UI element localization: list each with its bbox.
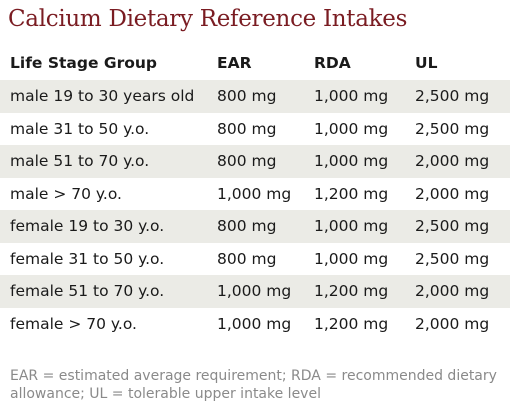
ear-cell: 800 mg — [217, 249, 277, 268]
life-stage-cell: male 51 to 70 y.o. — [10, 152, 150, 171]
table-row: female 51 to 70 y.o. 1,000 mg 1,200 mg 2… — [0, 275, 510, 308]
ul-cell: 2,000 mg — [415, 282, 490, 301]
ul-cell: 2,500 mg — [415, 87, 490, 106]
ul-cell: 2,000 mg — [415, 152, 490, 171]
table-row: male 31 to 50 y.o. 800 mg 1,000 mg 2,500… — [0, 113, 510, 146]
life-stage-cell: female 19 to 30 y.o. — [10, 217, 165, 236]
table-row: female 31 to 50 y.o. 800 mg 1,000 mg 2,5… — [0, 243, 510, 276]
ear-cell: 800 mg — [217, 217, 277, 236]
table-row: female 19 to 30 y.o. 800 mg 1,000 mg 2,5… — [0, 210, 510, 243]
rda-cell: 1,000 mg — [314, 119, 389, 138]
ul-cell: 2,500 mg — [415, 119, 490, 138]
ear-cell: 1,000 mg — [217, 282, 292, 301]
rda-cell: 1,000 mg — [314, 249, 389, 268]
ul-cell: 2,000 mg — [415, 184, 490, 203]
ul-cell: 2,500 mg — [415, 249, 490, 268]
header-row: Life Stage Group EAR RDA UL — [0, 46, 510, 80]
header-rda: RDA — [314, 54, 351, 72]
life-stage-cell: female 51 to 70 y.o. — [10, 282, 165, 301]
rda-cell: 1,000 mg — [314, 217, 389, 236]
life-stage-cell: male 31 to 50 y.o. — [10, 119, 150, 138]
intakes-table: Life Stage Group EAR RDA UL male 19 to 3… — [0, 46, 510, 340]
table-row: male > 70 y.o. 1,000 mg 1,200 mg 2,000 m… — [0, 178, 510, 211]
header-ear: EAR — [217, 54, 252, 72]
rda-cell: 1,200 mg — [314, 184, 389, 203]
ul-cell: 2,500 mg — [415, 217, 490, 236]
table-row: male 19 to 30 years old 800 mg 1,000 mg … — [0, 80, 510, 113]
table-row: male 51 to 70 y.o. 800 mg 1,000 mg 2,000… — [0, 145, 510, 178]
footnote: EAR = estimated average requirement; RDA… — [10, 368, 497, 402]
page-title: Calcium Dietary Reference Intakes — [8, 6, 408, 32]
life-stage-cell: male > 70 y.o. — [10, 184, 122, 203]
table-row: female > 70 y.o. 1,000 mg 1,200 mg 2,000… — [0, 308, 510, 341]
rda-cell: 1,200 mg — [314, 314, 389, 333]
table-body: male 19 to 30 years old 800 mg 1,000 mg … — [0, 80, 510, 340]
rda-cell: 1,200 mg — [314, 282, 389, 301]
life-stage-cell: female 31 to 50 y.o. — [10, 249, 165, 268]
rda-cell: 1,000 mg — [314, 87, 389, 106]
table-header: Life Stage Group EAR RDA UL — [0, 46, 510, 80]
header-life-stage-group: Life Stage Group — [10, 54, 158, 72]
ear-cell: 800 mg — [217, 152, 277, 171]
ul-cell: 2,000 mg — [415, 314, 490, 333]
ear-cell: 1,000 mg — [217, 314, 292, 333]
header-ul: UL — [415, 54, 438, 72]
rda-cell: 1,000 mg — [314, 152, 389, 171]
ear-cell: 800 mg — [217, 119, 277, 138]
ear-cell: 1,000 mg — [217, 184, 292, 203]
life-stage-cell: female > 70 y.o. — [10, 314, 137, 333]
life-stage-cell: male 19 to 30 years old — [10, 87, 195, 106]
ear-cell: 800 mg — [217, 87, 277, 106]
